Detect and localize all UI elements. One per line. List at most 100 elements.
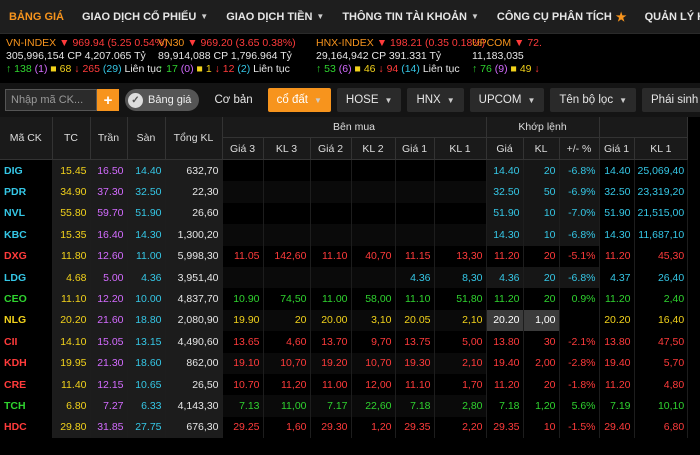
floor-count: (2) (237, 63, 251, 75)
col-header[interactable]: KL 1 (434, 137, 487, 160)
col-header[interactable]: TC (52, 117, 91, 160)
cell-sym[interactable]: PDR (0, 181, 53, 203)
tab-4[interactable]: UPCOM ▼ (469, 88, 545, 112)
index-block[interactable]: HNX-INDEX ▼ 198.21 (0.35 0.18%) 29,164,94… (310, 34, 485, 83)
cell-sym[interactable]: CRE (0, 373, 53, 396)
cell-sym[interactable]: CEO (0, 288, 53, 310)
group-header-match[interactable]: Khớp lệnh (486, 117, 600, 139)
cell-g2: 20.00 (310, 309, 352, 332)
col-header[interactable]: Mã CK (0, 117, 53, 160)
cell-tran: 16.50 (90, 159, 128, 182)
cell-tran: 12.15 (90, 373, 128, 396)
index-block[interactable]: VN-INDEX ▼ 969.94 (5.25 0.54%) 305,996,15… (0, 34, 168, 83)
cell-gia: 29.35 (486, 416, 524, 439)
cell-tc: 29.80 (52, 416, 91, 439)
col-header[interactable]: Tổng KL (165, 117, 223, 160)
cell-gia: 11.20 (486, 288, 524, 310)
table-row[interactable]: NVL 55.80 59.70 51.90 26,60 51.90 10 -7.0% 51.90… (0, 202, 689, 225)
index-block[interactable]: UPCOM ▼ 72. 11,183,035 ↑ 76 (9) ■ 49 ↓ (466, 34, 582, 83)
cell-g2: 11.00 (310, 288, 352, 310)
col-header[interactable]: KL 2 (351, 137, 396, 160)
col-header[interactable]: Giá 3 (222, 137, 264, 160)
cell-sym[interactable]: NLG (0, 309, 53, 332)
tab-3[interactable]: HNX ▼ (407, 88, 464, 112)
table-row[interactable]: KDH 19.95 21.30 18.60 862,00 19.10 10,70 19.20 1… (0, 352, 689, 374)
index-value: 72. (527, 37, 542, 49)
symbol-search-input[interactable] (5, 89, 97, 111)
cell-g1: 7.18 (395, 395, 435, 417)
tab-0[interactable]: Cơ bản (205, 88, 261, 112)
col-header[interactable]: Sàn (127, 117, 166, 160)
col-header[interactable]: Giá 2 (310, 137, 352, 160)
cell-pct: -5.1% (559, 245, 600, 267)
session-status: Liên tục (124, 63, 162, 75)
cell-sym[interactable]: NVL (0, 202, 53, 225)
cell-tkl: 4,143,30 (165, 395, 223, 417)
table-row[interactable]: CII 14.10 15.05 13.15 4,490,60 13.65 4,60 13.70… (0, 331, 689, 353)
table-row[interactable]: PDR 34.90 37.30 32.50 22,30 32.50 50 -6.9% 32.50… (0, 181, 689, 203)
ceiling-count: (9) (494, 63, 508, 75)
cell-sym[interactable]: KBC (0, 224, 53, 246)
tab-6[interactable]: Phái sinh▥ (642, 88, 700, 112)
cell-gia: 7.18 (486, 395, 524, 417)
col-header[interactable]: KL (523, 137, 560, 160)
cell-kl: 10 (523, 224, 560, 246)
add-symbol-button[interactable]: + (97, 89, 119, 111)
group-header-buy[interactable]: Bên mua (222, 117, 487, 139)
table-row[interactable]: TCH 6.80 7.27 6.33 4,143,30 7.13 11,00 7.17 22,6… (0, 395, 689, 417)
cell-tkl: 4,490,60 (165, 331, 223, 353)
cell-sym[interactable]: DXG (0, 245, 53, 267)
index-block[interactable]: VN30 ▼ 969.20 (3.65 0.38%) 89,914,088 CP … (152, 34, 310, 83)
index-trade-value: 4,207.065 Tỷ (84, 50, 146, 62)
table-row[interactable]: NLG 20.20 21.60 18.80 2,080,90 19.90 20 20.00 3,… (0, 309, 689, 332)
col-header[interactable]: +/- % (559, 137, 600, 160)
cell-san: 51.90 (127, 202, 166, 225)
col-header[interactable]: KL 1 (634, 137, 689, 160)
tab-label: Cơ bản (214, 94, 253, 106)
nav-item-1[interactable]: GIAO DỊCH CỔ PHIẾU ▼ (73, 11, 217, 23)
col-header[interactable]: Trần (90, 117, 128, 160)
tab-1[interactable]: cổ đất ▼ (267, 88, 331, 112)
caret-down-icon: ▼ (446, 95, 455, 105)
table-row[interactable]: HDC 29.80 31.85 27.75 676,30 29.25 1,60 29.30 1,… (0, 416, 689, 439)
table-row[interactable]: CRE 11.40 12.15 10.65 26,50 10.70 11,20 11.00 12… (0, 373, 689, 396)
index-breadth-line: ↑ 17 (0) ■ 1 ↓ 12 (2) Liên tục (158, 63, 310, 76)
cell-tkl: 3,951,40 (165, 266, 223, 289)
cell-sym[interactable]: LDG (0, 266, 53, 289)
nav-item-0[interactable]: BẢNG GIÁ (0, 11, 73, 23)
table-row[interactable]: DXG 11.80 12.60 11.00 5,998,30 11.05 142,60 11.… (0, 245, 689, 267)
cell-g3: 13.65 (222, 331, 264, 353)
cell-tc: 14.10 (52, 331, 91, 353)
table-row[interactable]: CEO 11.10 12.20 10.00 4,837,70 10.90 74,50 11.0… (0, 288, 689, 310)
nav-item-5[interactable]: QUẢN LÝ HẠN MỨC MARGIN (636, 11, 700, 23)
tab-2[interactable]: HOSE ▼ (336, 88, 402, 112)
cell-sym[interactable]: TCH (0, 395, 53, 417)
cell-tc: 19.95 (52, 352, 91, 374)
caret-down-icon: ▼ (619, 95, 627, 105)
col-header[interactable]: Giá 1 (395, 137, 435, 160)
session-status: Liên tục (422, 63, 460, 75)
col-header[interactable]: Giá 1 (599, 137, 635, 160)
nav-item-4[interactable]: CÔNG CỤ PHÂN TÍCH ★ (488, 10, 636, 24)
cell-sym[interactable]: KDH (0, 352, 53, 374)
cell-sym[interactable]: CII (0, 331, 53, 353)
table-row[interactable]: LDG 4.68 5.00 4.36 3,951,40 4.36 8,30 4.36 20 -6.… (0, 266, 689, 289)
tab-5[interactable]: Tên bộ lọc ▼ (550, 88, 636, 112)
table-row[interactable]: DIG 15.45 16.50 14.40 632,70 14.40 20 -6.8% 14.4… (0, 159, 689, 182)
cell-tc: 15.45 (52, 159, 91, 182)
nav-item-3[interactable]: THÔNG TIN TÀI KHOẢN ▼ (333, 11, 488, 23)
cell-sym[interactable]: DIG (0, 159, 53, 182)
cell-k1: 51,80 (434, 288, 487, 310)
cell-k3 (263, 224, 311, 246)
cell-tkl: 1,300,20 (165, 224, 223, 246)
price-board-toggle[interactable]: ✓ Bảng giá (125, 89, 200, 111)
col-header[interactable]: Giá (486, 137, 524, 160)
nav-item-2[interactable]: GIAO DỊCH TIỀN ▼ (217, 11, 333, 23)
cell-g3 (222, 159, 264, 182)
cell-g1: 11.10 (395, 288, 435, 310)
col-header[interactable]: KL 3 (263, 137, 311, 160)
cell-sym[interactable]: HDC (0, 416, 53, 439)
table-row[interactable]: KBC 15.35 16.40 14.30 1,300,20 14.30 10 -6.8% 14… (0, 224, 689, 246)
group-header-sell[interactable] (599, 117, 689, 139)
cell-pct (559, 309, 600, 332)
